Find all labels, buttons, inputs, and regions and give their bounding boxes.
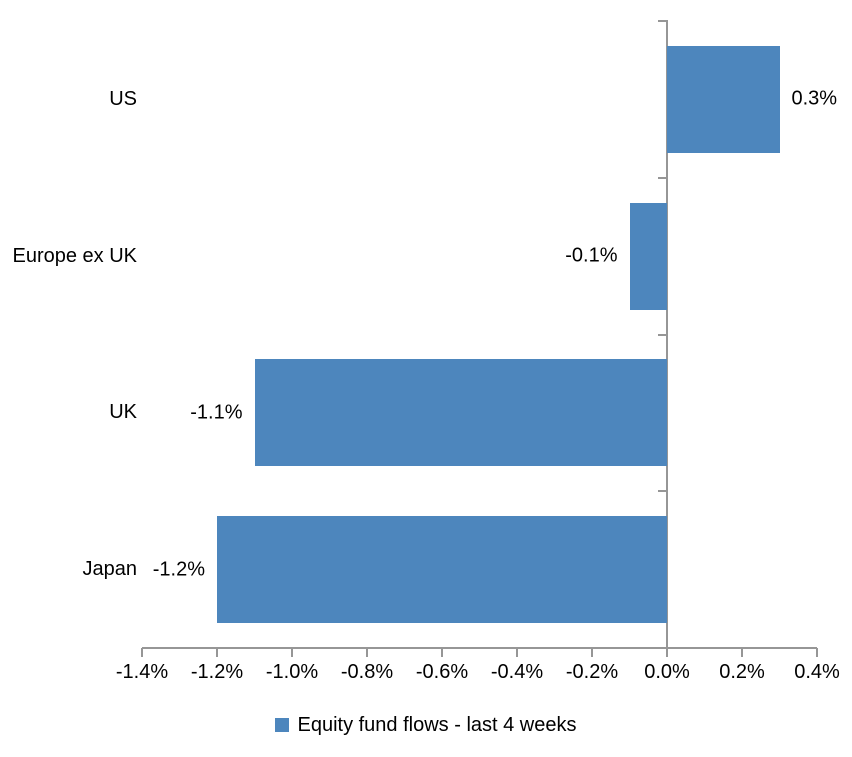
category-axis-tick [658, 647, 668, 649]
x-axis-tick [291, 648, 293, 657]
x-axis-line [142, 647, 817, 649]
legend-marker-icon [275, 718, 290, 732]
x-axis-tick-label: 0.0% [644, 661, 690, 683]
category-label-japan: Japan [82, 558, 138, 581]
x-axis-tick-label: -0.2% [565, 661, 619, 683]
x-axis-tick [666, 648, 668, 657]
x-axis-tick-label: -1.4% [115, 661, 169, 683]
legend: Equity fund flows - last 4 weeks [0, 710, 852, 740]
x-axis-tick-label: -0.8% [340, 661, 394, 683]
bar-uk [254, 359, 667, 467]
y-axis-line [666, 21, 668, 657]
category-axis-tick [658, 20, 668, 22]
x-axis-tick [141, 648, 143, 657]
bar-value-label-us: 0.3% [791, 87, 838, 110]
category-axis-tick [658, 490, 668, 493]
bar-value-label-japan: -1.2% [152, 558, 205, 581]
x-axis-tick-label: -1.2% [190, 661, 244, 683]
x-axis-tick-label: -1.0% [265, 661, 319, 683]
bar-japan [217, 516, 667, 624]
legend-label: Equity fund flows - last 4 weeks [297, 713, 577, 736]
x-axis-tick [741, 648, 743, 657]
category-axis-tick [658, 176, 668, 179]
x-axis-tick [216, 648, 218, 657]
x-axis-tick-label: -0.6% [415, 661, 469, 683]
x-axis-tick [816, 648, 818, 657]
category-axis-tick [658, 333, 668, 336]
x-axis-tick [441, 648, 443, 657]
x-axis-tick [591, 648, 593, 657]
x-axis-tick-label: -0.4% [490, 661, 544, 683]
bar-value-label-uk: -1.1% [190, 401, 243, 424]
category-label-uk: UK [109, 401, 137, 424]
x-axis-tick [516, 648, 518, 657]
bar-us [667, 45, 780, 153]
bar-europe-ex-uk [629, 202, 667, 310]
category-label-us: US [109, 87, 137, 110]
x-axis-tick [366, 648, 368, 657]
bar-value-label-europe-ex-uk: -0.1% [565, 244, 618, 267]
x-axis-tick-label: 0.2% [719, 661, 765, 683]
category-label-europe-ex-uk: Europe ex UK [12, 244, 137, 267]
x-axis-tick-label: 0.4% [794, 661, 840, 683]
